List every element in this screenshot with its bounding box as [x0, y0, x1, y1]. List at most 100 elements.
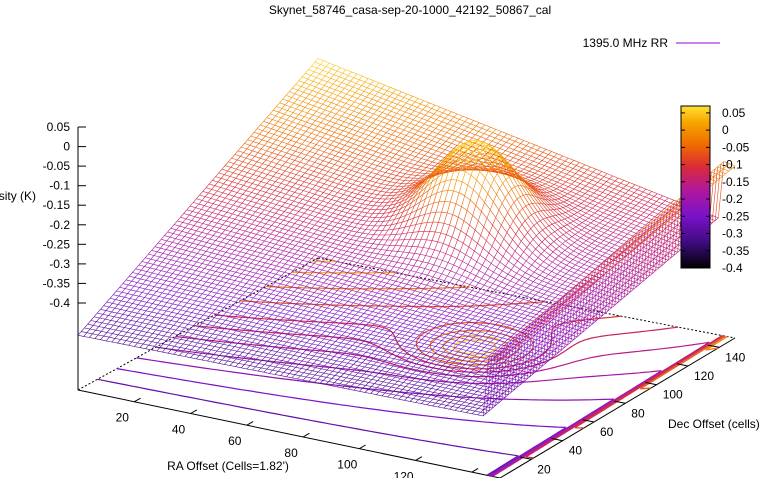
- mesh-segment: [422, 141, 429, 144]
- mesh-segment: [596, 217, 603, 221]
- mesh-segment: [287, 143, 294, 147]
- mesh-segment: [477, 414, 484, 417]
- mesh-segment: [569, 198, 576, 202]
- mesh-segment: [497, 294, 504, 298]
- mesh-segment: [539, 194, 546, 200]
- mesh-segment: [181, 271, 187, 274]
- mesh-segment: [368, 166, 375, 170]
- mesh-segment: [301, 305, 308, 308]
- mesh-segment: [433, 153, 439, 157]
- mesh-segment: [295, 367, 302, 369]
- mesh-segment: [253, 362, 259, 364]
- mesh-segment: [508, 298, 515, 301]
- mesh-segment: [528, 365, 535, 368]
- mesh-segment: [249, 154, 255, 157]
- mesh-segment: [309, 339, 316, 342]
- mesh-segment: [333, 363, 339, 366]
- mesh-segment: [207, 294, 214, 297]
- mesh-segment: [235, 241, 242, 244]
- mesh-segment: [322, 137, 329, 140]
- mesh-segment: [658, 233, 665, 237]
- mesh-segment: [524, 350, 530, 353]
- mesh-segment: [278, 145, 285, 148]
- mesh-segment: [530, 312, 537, 315]
- mesh-segment: [404, 278, 410, 281]
- mesh-segment: [420, 292, 427, 295]
- mesh-segment: [523, 186, 530, 195]
- mesh-segment: [243, 185, 250, 188]
- mesh-segment: [350, 305, 356, 308]
- mesh-segment: [538, 283, 545, 287]
- mesh-segment: [439, 328, 446, 331]
- mesh-segment: [581, 229, 588, 234]
- mesh-segment: [514, 332, 521, 390]
- mesh-segment: [197, 253, 203, 256]
- mesh-segment: [433, 334, 440, 337]
- mesh-segment: [459, 394, 466, 396]
- mesh-segment: [296, 296, 303, 298]
- mesh-segment: [449, 291, 455, 295]
- mesh-segment: [420, 353, 427, 356]
- mesh-segment: [553, 344, 560, 347]
- mesh-segment: [197, 244, 204, 247]
- mesh-segment: [459, 330, 466, 333]
- mesh-segment: [475, 404, 482, 406]
- mesh-segment: [447, 398, 454, 401]
- mesh-segment: [427, 151, 434, 155]
- mesh-segment: [228, 316, 235, 319]
- mesh-segment: [271, 314, 278, 317]
- mesh-segment: [391, 354, 398, 357]
- mesh-segment: [524, 310, 531, 314]
- mesh-segment: [110, 320, 117, 322]
- mesh-segment: [193, 354, 200, 356]
- mesh-segment: [432, 315, 439, 318]
- mesh-segment: [321, 306, 328, 309]
- mesh-segment: [166, 271, 173, 274]
- mesh-segment: [635, 267, 642, 270]
- mesh-segment: [407, 189, 414, 194]
- mesh-segment: [278, 209, 285, 212]
- mesh-segment: [386, 249, 393, 252]
- mesh-segment: [485, 396, 491, 398]
- mesh-segment: [358, 275, 365, 278]
- mesh-segment: [368, 135, 375, 138]
- mesh-segment: [277, 226, 283, 230]
- mesh-segment: [514, 358, 521, 361]
- mesh-segment: [281, 304, 288, 307]
- mesh-segment: [475, 162, 481, 165]
- mesh-segment: [618, 234, 625, 237]
- mesh-segment: [389, 287, 395, 290]
- mesh-segment: [179, 257, 186, 260]
- mesh-segment: [510, 368, 517, 370]
- mesh-segment: [422, 331, 429, 334]
- mesh-segment: [210, 261, 217, 264]
- mesh-segment: [631, 284, 637, 287]
- mesh-segment: [491, 167, 498, 170]
- mesh-segment: [266, 117, 273, 120]
- mesh-segment: [297, 316, 304, 319]
- mesh-segment: [483, 378, 490, 381]
- mesh-segment: [176, 350, 183, 353]
- mesh-segment: [118, 295, 125, 298]
- mesh-segment: [225, 320, 232, 322]
- mesh-segment: [407, 365, 414, 368]
- mesh-segment: [342, 262, 349, 265]
- mesh-segment: [376, 142, 383, 146]
- mesh-segment: [249, 337, 256, 340]
- mesh-segment: [149, 336, 156, 339]
- mesh-segment: [571, 302, 578, 305]
- mesh-segment: [393, 178, 400, 181]
- mesh-segment: [364, 246, 370, 249]
- mesh-segment: [459, 337, 465, 340]
- mesh-segment: [445, 330, 452, 333]
- mesh-segment: [241, 303, 248, 305]
- mesh-segment: [271, 350, 278, 353]
- mesh-segment: [374, 137, 381, 140]
- mesh-segment: [285, 193, 292, 197]
- mesh-segment: [392, 346, 398, 349]
- mesh-segment: [244, 336, 250, 339]
- mesh-segment: [598, 230, 605, 234]
- mesh-segment: [303, 310, 310, 312]
- mesh-segment: [360, 159, 367, 163]
- mesh-segment: [281, 245, 287, 248]
